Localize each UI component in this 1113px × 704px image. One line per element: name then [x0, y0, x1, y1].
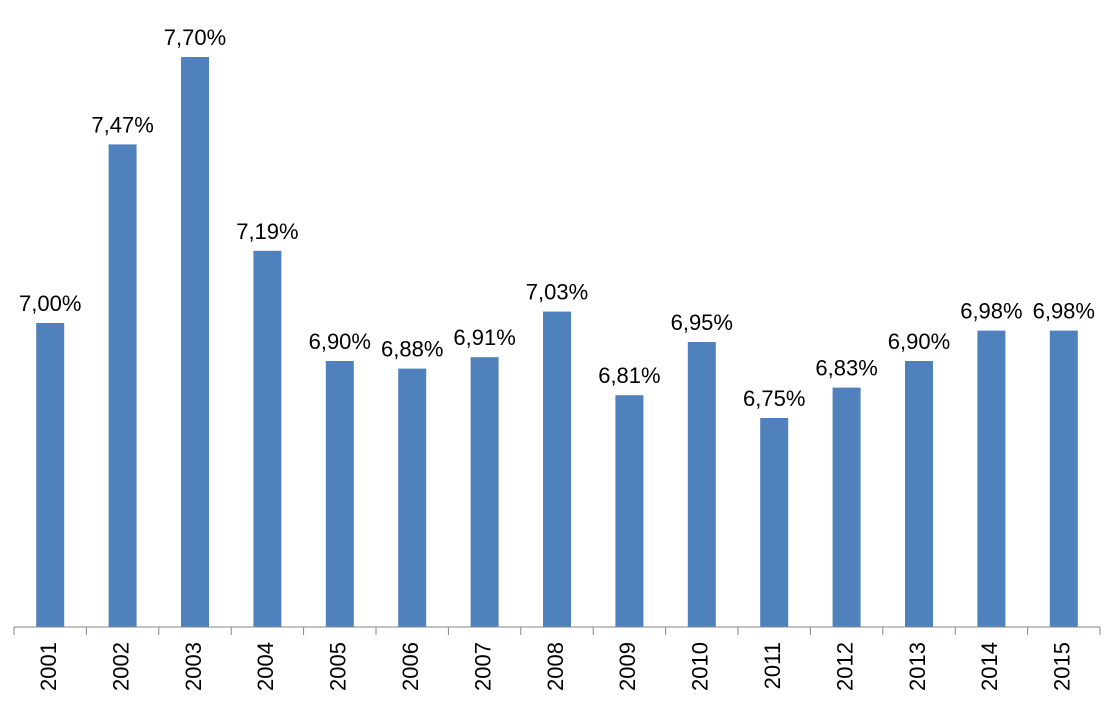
- x-tick-label: 2012: [832, 642, 857, 691]
- x-tick-label: 2008: [543, 642, 568, 691]
- bar: [905, 361, 933, 627]
- x-tick-label: 2001: [36, 642, 61, 691]
- x-tick-label: 2014: [977, 642, 1002, 691]
- bar: [253, 250, 282, 628]
- value-label: 6,98%: [960, 299, 1022, 324]
- x-tick-label: 2004: [253, 642, 278, 691]
- x-tick-label: 2013: [905, 642, 930, 691]
- value-label: 6,95%: [671, 310, 733, 335]
- bar: [470, 357, 499, 627]
- value-label: 7,03%: [526, 280, 588, 305]
- value-label: 7,00%: [19, 291, 81, 316]
- x-tick-label: 2010: [688, 642, 713, 691]
- x-tick-label: 2007: [470, 642, 495, 691]
- value-label: 7,19%: [236, 219, 298, 244]
- bar: [760, 418, 789, 627]
- bar: [543, 311, 571, 627]
- value-label: 6,83%: [815, 356, 877, 381]
- bar: [398, 368, 427, 627]
- x-tick-label: 2002: [108, 642, 133, 691]
- x-tick-label: 2015: [1050, 642, 1075, 691]
- value-label: 6,90%: [888, 329, 950, 354]
- bar: [1049, 330, 1078, 627]
- value-label: 6,75%: [743, 386, 805, 411]
- value-label: 6,98%: [1033, 299, 1095, 324]
- value-label: 6,90%: [309, 329, 371, 354]
- x-tick-label: 2009: [615, 642, 640, 691]
- bar: [36, 323, 65, 627]
- bar: [108, 144, 137, 627]
- value-label: 7,70%: [164, 25, 226, 50]
- bar: [832, 387, 861, 627]
- bar: [977, 330, 1006, 627]
- x-tick-label: 2003: [181, 642, 206, 691]
- bar: [615, 395, 644, 627]
- value-label: 6,91%: [453, 325, 515, 350]
- x-tick-label: 2005: [326, 642, 351, 691]
- x-tick-label: 2011: [760, 642, 785, 689]
- value-label: 6,88%: [381, 337, 443, 362]
- bar: [325, 361, 354, 627]
- bar: [687, 342, 716, 627]
- value-label: 7,47%: [91, 112, 153, 137]
- x-tick-label: 2006: [398, 642, 423, 691]
- bar: [181, 57, 209, 627]
- value-label: 6,81%: [598, 363, 660, 388]
